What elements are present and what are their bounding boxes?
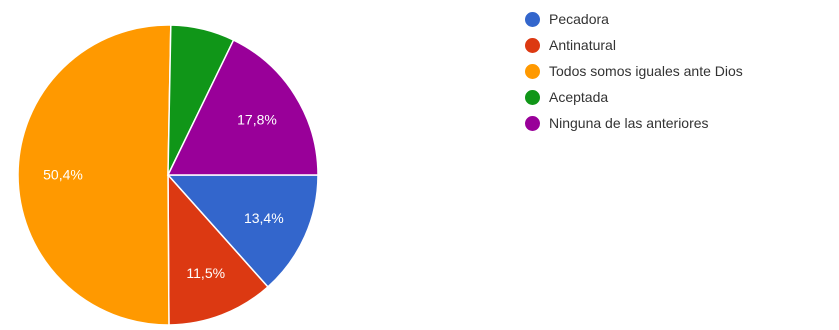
pie-slice-pecadora — [166, 174, 319, 288]
slice-label-pecadora: 13,4% — [244, 210, 284, 226]
legend: Pecadora Antinatural Todos somos iguales a… — [525, 6, 743, 136]
legend-item-todos-somos-iguales-ante-dios: Todos somos iguales ante Dios — [525, 58, 743, 84]
legend-swatch — [525, 37, 540, 53]
legend-label: Ninguna de las anteriores — [549, 115, 709, 131]
legend-swatch — [525, 11, 540, 27]
legend-swatch — [525, 115, 540, 131]
pie-slice-todos-somos-iguales-ante-dios — [17, 24, 172, 326]
legend-label: Aceptada — [549, 89, 609, 105]
legend-swatch — [525, 63, 540, 79]
pie-slice-antinatural — [167, 173, 269, 326]
pie-slice-ninguna-de-las-anteriores — [166, 39, 319, 176]
legend-label: Todos somos iguales ante Dios — [549, 63, 743, 79]
legend-item-ninguna-de-las-anteriores: Ninguna de las anteriores — [525, 110, 743, 136]
legend-label: Pecadora — [549, 11, 609, 27]
legend-item-pecadora: Pecadora — [525, 6, 743, 32]
slice-label-ninguna-de-las-anteriores: 17,8% — [237, 111, 277, 127]
slice-label-todos-somos-iguales-ante-dios: 50,4% — [43, 166, 83, 182]
legend-item-aceptada: Aceptada — [525, 84, 743, 110]
pie-slice-labels: 13,4% 11,5% 50,4% 17,8% — [43, 111, 284, 281]
legend-swatch — [525, 89, 540, 105]
legend-item-antinatural: Antinatural — [525, 32, 743, 58]
slice-label-antinatural: 11,5% — [186, 265, 225, 281]
legend-label: Antinatural — [549, 37, 616, 53]
pie-slices — [17, 24, 319, 326]
